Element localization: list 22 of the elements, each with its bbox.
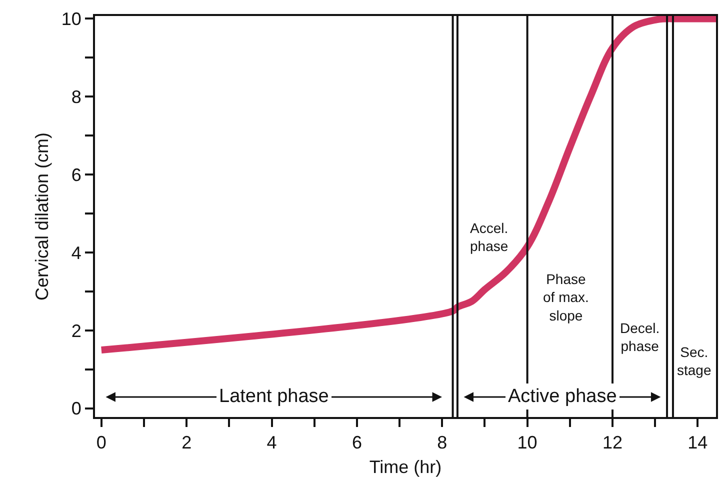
- annotation: Accel. phase: [470, 220, 508, 254]
- y-tick-label: 6: [71, 164, 82, 185]
- x-tick-label: 0: [96, 432, 106, 453]
- annotation: Decel. phase: [620, 320, 660, 354]
- x-tick-label: 4: [266, 432, 277, 453]
- x-tick-label: 6: [352, 432, 362, 453]
- x-tick-label: 14: [688, 432, 708, 453]
- y-tick-label: 0: [71, 398, 82, 419]
- annotation: Phase of max. slope: [543, 271, 589, 324]
- x-tick-label: 2: [182, 432, 192, 453]
- annotation: Active phase: [508, 386, 617, 407]
- annotation: Sec. stage: [677, 344, 712, 378]
- x-tick-label: 8: [437, 432, 448, 453]
- x-axis-title: Time (hr): [369, 457, 442, 477]
- y-tick-label: 4: [71, 242, 82, 263]
- y-tick-label: 10: [61, 9, 82, 30]
- y-tick-label: 8: [71, 86, 82, 107]
- x-tick-label: 12: [602, 432, 623, 453]
- y-tick-label: 2: [71, 320, 82, 341]
- y-axis-title: Cervical dilation (cm): [32, 132, 52, 301]
- annotation: Latent phase: [219, 386, 329, 407]
- x-tick-label: 10: [517, 432, 538, 453]
